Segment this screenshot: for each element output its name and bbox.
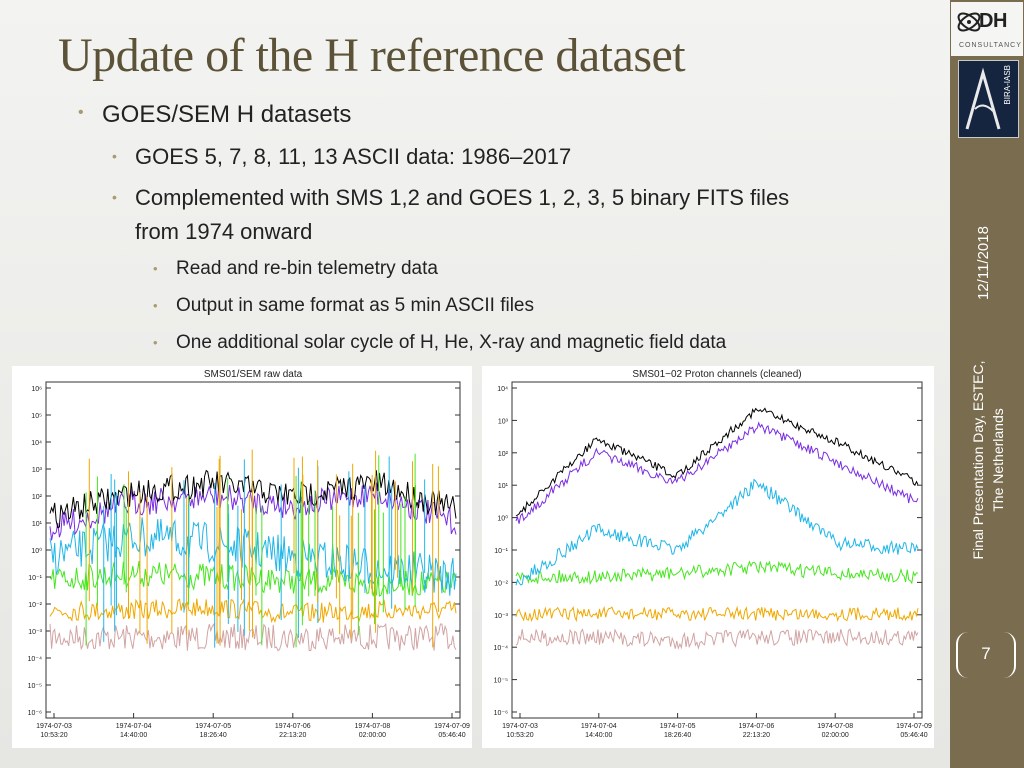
y-tick-label: 10⁻⁵ — [28, 683, 42, 690]
y-tick-label: 10⁻⁴ — [494, 645, 509, 652]
y-tick-label: 10² — [32, 494, 43, 501]
slide-footer: Final Presentation Day, ESTEC, The Nethe… — [968, 350, 1008, 570]
y-tick-label: 10² — [498, 451, 509, 458]
logo-dh-text: DH — [979, 10, 1007, 32]
bullet-dot: • — [112, 189, 117, 205]
bullet-goes-sem: GOES/SEM H datasets — [102, 101, 352, 128]
x-tick-label-date: 1974-07-05 — [195, 723, 231, 730]
footer-line-1: Final Presentation Day, ESTEC, — [970, 360, 986, 560]
y-tick-label: 10⁶ — [31, 386, 42, 393]
y-tick-label: 10¹ — [498, 483, 509, 490]
x-tick-label-time: 10:53:20 — [506, 732, 533, 739]
bullet-rebin: Read and re-bin telemetry data — [176, 258, 438, 279]
y-tick-label: 10⁵ — [31, 413, 42, 420]
x-tick-label-date: 1974-07-04 — [116, 723, 152, 730]
bullet-dot: • — [153, 335, 158, 350]
data-trace — [515, 478, 919, 586]
chart-sms01-raw: SMS01/SEM raw data 10⁶ 10⁵ 10⁴ 10³ 10² 10¹ 10⁰ 1… — [12, 366, 472, 748]
x-tick-label-time: 14:40:00 — [120, 732, 147, 739]
slide-date: 12/11/2018 — [975, 226, 992, 300]
footer-line-2: The Netherlands — [990, 408, 1006, 512]
bullet-ascii-data: GOES 5, 7, 8, 11, 13 ASCII data: 1986–20… — [135, 144, 572, 169]
y-tick-label: 10⁻⁵ — [494, 678, 508, 685]
bullet-dot: • — [112, 148, 117, 164]
x-tick-label-date: 1974-07-05 — [660, 723, 696, 730]
data-trace — [515, 560, 919, 586]
logo-consultancy-text: CONSULTANCY — [959, 42, 1022, 49]
dh-consultancy-logo: DH CONSULTANCY — [951, 2, 1023, 56]
x-tick-label-time: 18:26:40 — [664, 732, 691, 739]
x-tick-label-date: 1974-07-03 — [36, 723, 72, 730]
bullet-solar-cycle: One additional solar cycle of H, He, X-r… — [176, 332, 727, 353]
x-tick-label-date: 1974-07-06 — [275, 723, 311, 730]
y-tick-label: 10⁴ — [497, 386, 508, 393]
logo-bira-text: BIRA-IASB — [1003, 65, 1012, 105]
data-trace — [515, 421, 919, 524]
x-tick-label-time: 14:40:00 — [585, 732, 612, 739]
x-tick-label-date: 1974-07-09 — [434, 723, 470, 730]
chart-svg: SMS01−02 Proton channels (cleaned) 10⁴ 10³… — [494, 369, 933, 739]
y-tick-label: 10⁻³ — [28, 629, 42, 636]
x-tick-label-time: 02:00:00 — [822, 732, 849, 739]
data-trace — [515, 407, 919, 517]
x-tick-label-date: 1974-07-08 — [817, 723, 853, 730]
bira-a-icon — [965, 67, 1001, 130]
x-tick-label-time: 02:00:00 — [359, 732, 386, 739]
y-tick-label: 10⁻⁴ — [28, 656, 43, 663]
chart-title: SMS01−02 Proton channels (cleaned) — [632, 369, 801, 380]
bullet-output-format: Output in same format as 5 min ASCII fil… — [176, 295, 534, 316]
bullet-dot: • — [153, 298, 158, 313]
x-tick-label-date: 1974-07-08 — [354, 723, 390, 730]
x-tick-label-date: 1974-07-09 — [896, 723, 932, 730]
x-tick-label-time: 05:46:40 — [900, 732, 927, 739]
bullet-dot: • — [78, 104, 84, 121]
y-tick-label: 10³ — [498, 418, 509, 425]
y-tick-label: 10⁻¹ — [28, 575, 42, 582]
page-number: 7 — [981, 644, 991, 663]
x-tick-label-time: 22:13:20 — [279, 732, 306, 739]
chart-title: SMS01/SEM raw data — [204, 369, 303, 380]
x-tick-label-date: 1974-07-06 — [738, 723, 774, 730]
bullet-dot: • — [153, 261, 158, 276]
bullet-complemented: Complemented with SMS 1,2 and GOES 1, 2,… — [135, 185, 790, 210]
y-tick-label: 10⁰ — [497, 515, 508, 523]
x-tick-label-time: 18:26:40 — [200, 732, 227, 739]
data-trace — [49, 469, 457, 529]
y-tick-label: 10⁴ — [31, 440, 42, 447]
bullet-complemented-cont: from 1974 onward — [135, 219, 313, 244]
x-tick-label-time: 10:53:20 — [40, 732, 67, 739]
y-tick-label: 10³ — [32, 467, 43, 474]
atom-icon — [957, 12, 981, 32]
slide: Update of the H reference dataset • GOES… — [12, 29, 934, 748]
y-tick-label: 10⁰ — [31, 547, 42, 555]
x-tick-label-date: 1974-07-03 — [502, 723, 538, 730]
y-tick-label: 10⁻⁶ — [28, 710, 42, 717]
y-tick-label: 10⁻² — [494, 580, 508, 587]
chart-sms01-02-protons: SMS01−02 Proton channels (cleaned) 10⁴ 10³… — [482, 366, 934, 748]
data-trace — [515, 605, 919, 623]
y-tick-label: 10⁻¹ — [494, 548, 508, 555]
x-tick-label-date: 1974-07-04 — [581, 723, 617, 730]
x-tick-label-time: 22:13:20 — [743, 732, 770, 739]
x-tick-label-time: 05:46:40 — [438, 732, 465, 739]
chart-svg: SMS01/SEM raw data 10⁶ 10⁵ 10⁴ 10³ 10² 10¹ 10⁰ 1… — [28, 369, 471, 739]
y-tick-label: 10⁻³ — [494, 613, 508, 620]
y-tick-label: 10¹ — [32, 521, 43, 528]
y-tick-label: 10⁻² — [28, 602, 42, 609]
y-tick-label: 10⁻⁶ — [494, 710, 508, 717]
page-number-frame — [956, 632, 1016, 678]
slide-title: Update of the H reference dataset — [58, 29, 686, 82]
bira-iasb-logo: BIRA-IASB — [958, 60, 1019, 138]
data-trace — [515, 628, 919, 650]
